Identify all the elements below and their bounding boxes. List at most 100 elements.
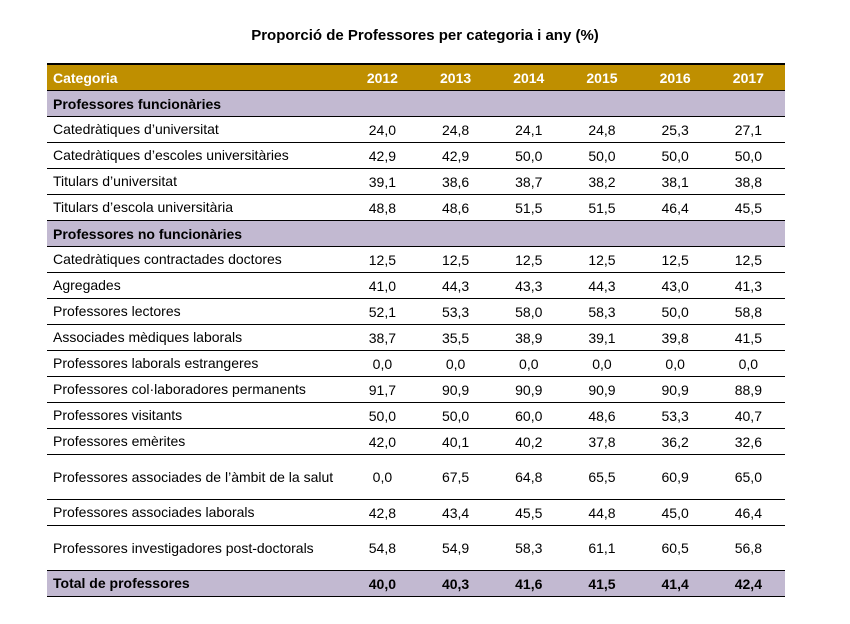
row-value: 90,9 [638,376,712,403]
total-value: 41,5 [565,570,639,597]
table-row: Professores investigadores post-doctoral… [47,525,785,571]
row-value: 35,5 [418,324,493,351]
table-row: Catedràtiques d’escoles universitàries 42… [47,142,785,169]
row-value: 48,6 [418,194,493,221]
table-row: Catedràtiques contractades doctores 12,5 1… [47,246,785,273]
row-value: 12,5 [418,246,493,273]
row-value: 44,3 [565,272,639,299]
row-value: 58,0 [492,298,566,325]
row-label: Professores lectores [47,298,346,325]
row-value: 0,0 [345,350,419,377]
row-label: Professores col·laboradores permanents [47,376,346,403]
row-label: Catedràtiques contractades doctores [47,246,346,273]
row-value: 38,9 [492,324,566,351]
row-value: 44,3 [418,272,493,299]
row-label: Professores laborals estrangeres [47,350,346,377]
row-value: 24,8 [565,116,639,143]
total-label: Total de professores [47,570,346,597]
table-row: Professores emèrites 42,0 40,1 40,2 37,8 36,2… [47,428,785,455]
row-value: 44,8 [565,499,639,526]
row-value: 48,8 [345,194,419,221]
table-row: Associades mèdiques laborals 38,7 35,5 38,9… [47,324,785,351]
row-value: 41,3 [711,272,785,299]
section-label: Professores no funcionàries [47,220,785,247]
total-value: 40,0 [345,570,419,597]
row-value: 50,0 [492,142,566,169]
row-value: 12,5 [711,246,785,273]
row-label: Agregades [47,272,346,299]
header-year: 2012 [345,64,419,91]
header-row: Categoria 2012 2013 2014 2015 2016 2017 [47,64,785,91]
row-value: 46,4 [638,194,712,221]
row-label: Catedràtiques d’universitat [47,116,346,143]
row-value: 27,1 [711,116,785,143]
table-row: Professores lectores 52,1 53,3 58,0 58,3 50,0… [47,298,785,325]
row-value: 51,5 [492,194,566,221]
row-value: 45,0 [638,499,712,526]
row-value: 24,8 [418,116,493,143]
row-value: 48,6 [565,402,639,429]
header-year: 2017 [711,64,785,91]
row-value: 0,0 [418,350,493,377]
table-row: Professores laborals estrangeres 0,0 0,0 0,… [47,350,785,377]
row-value: 40,7 [711,402,785,429]
table-row: Catedràtiques d’universitat 24,0 24,8 24,1 2… [47,116,785,143]
row-value: 24,1 [492,116,566,143]
row-value: 12,5 [565,246,639,273]
row-value: 42,8 [345,499,419,526]
row-value: 12,5 [345,246,419,273]
row-value: 51,5 [565,194,639,221]
row-value: 38,1 [638,168,712,195]
row-value: 37,8 [565,428,639,455]
row-value: 0,0 [492,350,566,377]
row-value: 56,8 [711,525,785,571]
row-value: 12,5 [638,246,712,273]
section-row: Professores no funcionàries [47,220,785,247]
table-row: Professores visitants 50,0 50,0 60,0 48,6 53,… [47,402,785,429]
row-value: 58,3 [492,525,566,571]
row-value: 25,3 [638,116,712,143]
row-value: 60,5 [638,525,712,571]
row-label: Professores visitants [47,402,346,429]
table-row: Professores associades laborals 42,8 43,4 4… [47,499,785,526]
row-value: 39,1 [565,324,639,351]
header-year: 2013 [418,64,493,91]
row-value: 40,2 [492,428,566,455]
row-value: 32,6 [711,428,785,455]
header-year: 2016 [638,64,712,91]
row-value: 88,9 [711,376,785,403]
table-row: Agregades 41,0 44,3 43,3 44,3 43,0 41,3 [47,272,785,299]
row-value: 12,5 [492,246,566,273]
row-value: 46,4 [711,499,785,526]
row-value: 60,0 [492,402,566,429]
row-value: 42,9 [418,142,493,169]
row-value: 45,5 [492,499,566,526]
row-value: 54,9 [418,525,493,571]
row-value: 43,0 [638,272,712,299]
row-label: Associades mèdiques laborals [47,324,346,351]
row-value: 38,7 [492,168,566,195]
row-value: 64,8 [492,454,566,500]
row-value: 39,1 [345,168,419,195]
row-value: 65,5 [565,454,639,500]
row-value: 38,2 [565,168,639,195]
row-value: 0,0 [711,350,785,377]
row-value: 91,7 [345,376,419,403]
row-value: 43,3 [492,272,566,299]
row-value: 50,0 [565,142,639,169]
row-label: Professores associades laborals [47,499,346,526]
row-value: 0,0 [638,350,712,377]
row-value: 42,0 [345,428,419,455]
row-value: 53,3 [418,298,493,325]
section-row: Professores funcionàries [47,90,785,117]
row-value: 52,1 [345,298,419,325]
section-label: Professores funcionàries [47,90,785,117]
row-value: 53,3 [638,402,712,429]
table-row: Professores col·laboradores permanents 91… [47,376,785,403]
row-value: 50,0 [638,142,712,169]
row-value: 60,9 [638,454,712,500]
row-value: 36,2 [638,428,712,455]
row-value: 45,5 [711,194,785,221]
row-value: 90,9 [565,376,639,403]
row-value: 67,5 [418,454,493,500]
